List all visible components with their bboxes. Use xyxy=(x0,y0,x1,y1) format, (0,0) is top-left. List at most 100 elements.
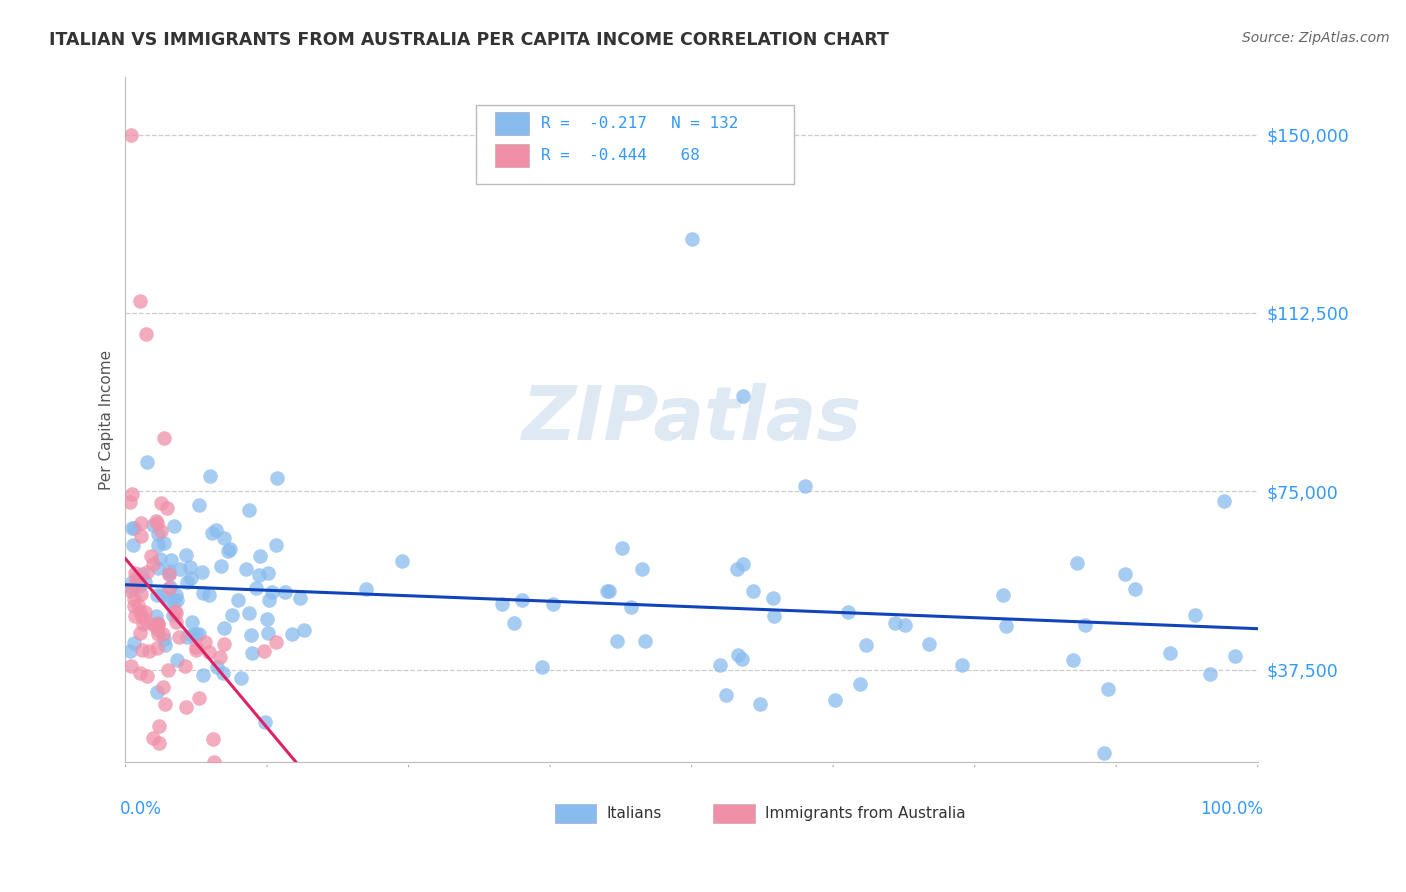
Point xyxy=(1125,582,1147,596)
Point xyxy=(131,516,153,530)
Point xyxy=(709,657,731,672)
Point xyxy=(145,516,167,530)
FancyBboxPatch shape xyxy=(477,105,793,184)
Point xyxy=(134,575,156,590)
Point xyxy=(124,578,146,592)
Point xyxy=(166,615,188,629)
Point xyxy=(131,566,153,581)
Point xyxy=(257,592,280,607)
Point xyxy=(142,731,165,746)
Point xyxy=(991,589,1014,603)
Point xyxy=(156,501,179,516)
Point xyxy=(849,676,872,690)
Point xyxy=(180,571,202,585)
Point xyxy=(221,607,243,622)
Point xyxy=(354,582,377,596)
Text: 68: 68 xyxy=(671,148,700,163)
Point xyxy=(1114,566,1136,581)
Point xyxy=(274,585,297,599)
Point xyxy=(129,587,152,601)
Point xyxy=(157,566,180,581)
Point xyxy=(152,588,174,602)
Point xyxy=(124,521,146,535)
FancyBboxPatch shape xyxy=(713,804,755,823)
Point xyxy=(292,623,315,637)
Point xyxy=(212,621,235,635)
Point xyxy=(120,584,142,599)
Point xyxy=(157,564,180,578)
Point xyxy=(146,627,169,641)
Point xyxy=(165,606,187,620)
Point xyxy=(153,697,176,711)
Point xyxy=(145,609,167,624)
Point xyxy=(153,639,176,653)
Point xyxy=(1212,493,1234,508)
Point xyxy=(201,732,224,747)
Point xyxy=(153,536,176,550)
Point xyxy=(197,588,219,602)
Point xyxy=(148,538,170,552)
Point xyxy=(918,637,941,651)
Point xyxy=(733,557,755,571)
Point xyxy=(249,549,271,564)
Point xyxy=(201,525,224,540)
Point xyxy=(129,529,152,543)
Point xyxy=(256,612,278,626)
Point xyxy=(153,431,176,445)
Point xyxy=(136,615,159,630)
Point xyxy=(212,637,235,651)
Point xyxy=(179,560,201,574)
Point xyxy=(127,598,149,612)
Text: ZIPatlas: ZIPatlas xyxy=(522,384,862,457)
Point xyxy=(731,389,754,403)
Point xyxy=(762,591,785,605)
Point xyxy=(238,503,260,517)
Point xyxy=(950,657,973,672)
Point xyxy=(181,628,204,642)
Point xyxy=(209,650,232,665)
Point xyxy=(145,685,167,699)
Point xyxy=(247,568,270,582)
Point xyxy=(198,469,221,483)
Point xyxy=(163,594,186,608)
Point xyxy=(146,622,169,636)
Point xyxy=(166,593,188,607)
Point xyxy=(135,327,157,342)
Point xyxy=(184,627,207,641)
Point xyxy=(138,643,160,657)
Point xyxy=(727,648,749,662)
Point xyxy=(893,618,915,632)
Point xyxy=(1097,681,1119,696)
Text: 0.0%: 0.0% xyxy=(120,800,162,818)
Point xyxy=(124,609,146,624)
Point xyxy=(131,643,153,657)
Point xyxy=(148,719,170,733)
FancyBboxPatch shape xyxy=(554,804,596,823)
Point xyxy=(146,615,169,630)
Point xyxy=(253,715,276,730)
Point xyxy=(152,627,174,641)
Point xyxy=(612,541,634,555)
Point xyxy=(681,232,703,246)
Point xyxy=(128,579,150,593)
Point xyxy=(191,668,214,682)
Point xyxy=(128,606,150,620)
Point xyxy=(152,680,174,694)
Point xyxy=(121,581,143,595)
Text: N = 132: N = 132 xyxy=(671,116,738,131)
Point xyxy=(191,566,214,580)
Text: Italians: Italians xyxy=(606,806,662,822)
Point xyxy=(120,128,142,142)
Point xyxy=(884,616,907,631)
Point xyxy=(120,644,142,658)
Point xyxy=(129,625,152,640)
Point xyxy=(146,527,169,541)
Point xyxy=(197,645,219,659)
Point xyxy=(121,574,143,589)
Point xyxy=(146,617,169,632)
Point xyxy=(149,524,172,538)
Point xyxy=(256,626,278,640)
Point xyxy=(266,635,288,649)
Point xyxy=(174,549,197,563)
Point xyxy=(146,588,169,602)
